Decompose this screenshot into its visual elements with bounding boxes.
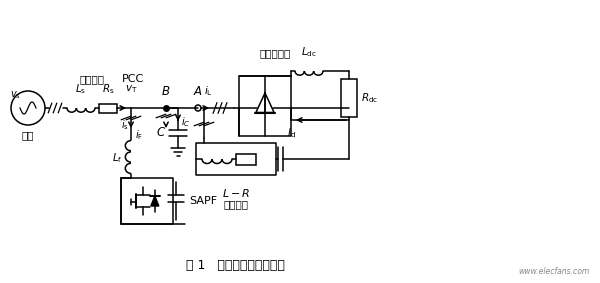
Text: $L_{\rm dc}$: $L_{\rm dc}$	[301, 45, 317, 59]
Bar	[121, 178, 173, 224]
Text: SAPF: SAPF	[189, 196, 217, 206]
Bar	[239, 76, 291, 136]
Text: PCC: PCC	[122, 74, 144, 84]
Text: $C$: $C$	[156, 127, 166, 140]
Text: $A$: $A$	[193, 85, 203, 98]
Text: $i_{\rm L}$: $i_{\rm L}$	[203, 84, 212, 98]
Text: $i_{\rm F}$: $i_{\rm F}$	[135, 128, 143, 142]
Text: 线性负载: 线性负载	[223, 199, 248, 209]
Text: $v_{\rm T}$: $v_{\rm T}$	[125, 83, 137, 95]
Text: $R_{\rm dc}$: $R_{\rm dc}$	[361, 91, 379, 105]
Bar	[99, 104, 117, 113]
Text: www.elecfans.com: www.elecfans.com	[519, 267, 590, 276]
Bar	[341, 79, 357, 117]
Text: $I_{\rm d}$: $I_{\rm d}$	[287, 126, 296, 140]
Text: 网侧阻抗: 网侧阻抗	[79, 74, 104, 84]
Text: 电网: 电网	[22, 130, 34, 140]
Bar	[196, 143, 276, 175]
Polygon shape	[256, 93, 274, 113]
Text: $i_{\rm s}$: $i_{\rm s}$	[121, 118, 129, 132]
Text: $v_{\rm s}$: $v_{\rm s}$	[10, 89, 20, 101]
Text: 非线性负载: 非线性负载	[259, 48, 290, 58]
Text: $L-R$: $L-R$	[222, 187, 250, 199]
Bar	[236, 153, 256, 164]
Text: $L_{\rm s}$: $L_{\rm s}$	[76, 82, 86, 96]
Polygon shape	[151, 196, 159, 206]
Text: $R_{\rm s}$: $R_{\rm s}$	[102, 82, 114, 96]
Text: $B$: $B$	[161, 85, 170, 98]
Text: $i_C$: $i_C$	[181, 115, 190, 129]
Text: $L_{\rm f}$: $L_{\rm f}$	[112, 151, 122, 165]
Text: 图 1   配电网混合补偿系统: 图 1 配电网混合补偿系统	[185, 259, 284, 272]
